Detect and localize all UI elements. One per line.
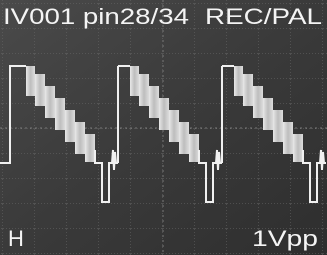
oscilloscope-screen: IV001 pin28/34 REC/PAL H 1Vpp: [0, 0, 327, 255]
page: {"header": {"title": "IV001 pin28/34", "…: [0, 0, 327, 255]
timebase-label: H: [8, 226, 24, 251]
amplitude-label: 1Vpp: [252, 226, 318, 251]
mode: REC/PAL: [205, 4, 322, 29]
title: IV001 pin28/34: [3, 4, 189, 29]
